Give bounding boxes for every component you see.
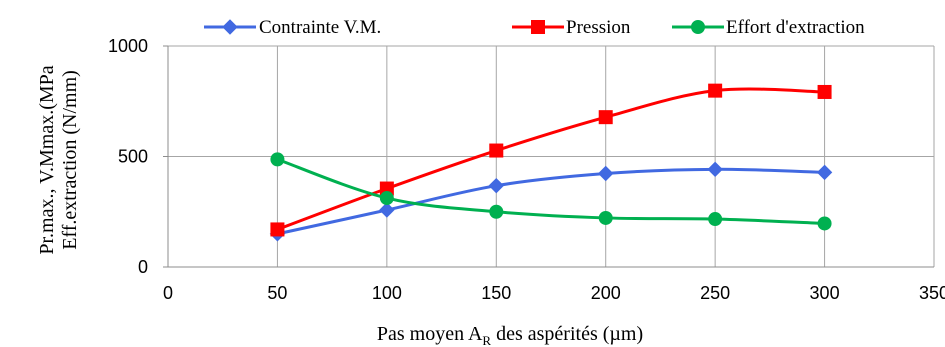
legend-label: Contrainte V.M. xyxy=(259,17,381,38)
series-line xyxy=(275,87,827,231)
data-point xyxy=(598,210,613,225)
legend-item: Pression xyxy=(512,17,631,38)
x-tick-label: 50 xyxy=(267,283,287,303)
legend-marker xyxy=(691,20,705,34)
legend-item: Contrainte V.M. xyxy=(204,17,381,38)
data-point xyxy=(817,216,832,231)
data-point xyxy=(707,161,723,178)
grid xyxy=(168,45,935,267)
axes xyxy=(163,45,934,268)
x-tick-label: 100 xyxy=(372,283,402,303)
tick-labels: 0 50 100 150 200 250 300 350 0 500 1000 xyxy=(108,36,945,303)
data-point xyxy=(817,84,832,99)
y-tick-label: 0 xyxy=(138,257,148,277)
legend: Contrainte V.M. Pression Effort d'extracti… xyxy=(204,17,865,38)
data-point xyxy=(489,143,504,158)
series-line xyxy=(275,157,827,225)
x-axis-title-main: Pas moyen A xyxy=(377,323,483,345)
data-point xyxy=(598,165,614,182)
x-tick-label: 0 xyxy=(163,283,173,303)
y-axis-title-line1: Pr.max., V.Mmax.(MPa xyxy=(36,65,58,254)
x-tick-label: 300 xyxy=(810,283,840,303)
legend-label: Effort d'extraction xyxy=(726,17,865,38)
x-tick-label: 250 xyxy=(700,283,730,303)
series-group xyxy=(269,83,833,242)
series-line xyxy=(275,167,827,236)
legend-item: Effort d'extraction xyxy=(672,17,865,38)
y-tick-label: 500 xyxy=(118,147,148,167)
legend-marker xyxy=(531,20,545,34)
x-tick-label: 350 xyxy=(919,283,945,303)
data-point xyxy=(379,202,395,218)
data-point xyxy=(379,191,394,206)
y-tick-label: 1000 xyxy=(108,36,148,56)
series-0 xyxy=(269,161,833,242)
series-2 xyxy=(270,152,832,231)
series-1 xyxy=(270,83,832,237)
data-point xyxy=(270,152,285,167)
data-point xyxy=(816,164,833,181)
data-point xyxy=(488,177,504,194)
legend-label: Pression xyxy=(566,17,631,38)
x-tick-label: 200 xyxy=(591,283,621,303)
data-point xyxy=(708,83,723,98)
x-axis-title-suffix: des aspérités (µm) xyxy=(491,323,643,345)
y-axis-title-line2: Eff.extraction (N/mm) xyxy=(59,70,81,250)
legend-marker xyxy=(222,19,238,35)
data-point xyxy=(708,212,723,227)
data-point xyxy=(270,222,285,237)
data-point xyxy=(489,204,504,219)
data-point xyxy=(598,110,613,125)
x-axis-title-subscript: R xyxy=(482,333,491,347)
x-tick-label: 150 xyxy=(481,283,511,303)
x-axis-title: Pas moyen AR des aspérités (µm) xyxy=(377,323,643,347)
